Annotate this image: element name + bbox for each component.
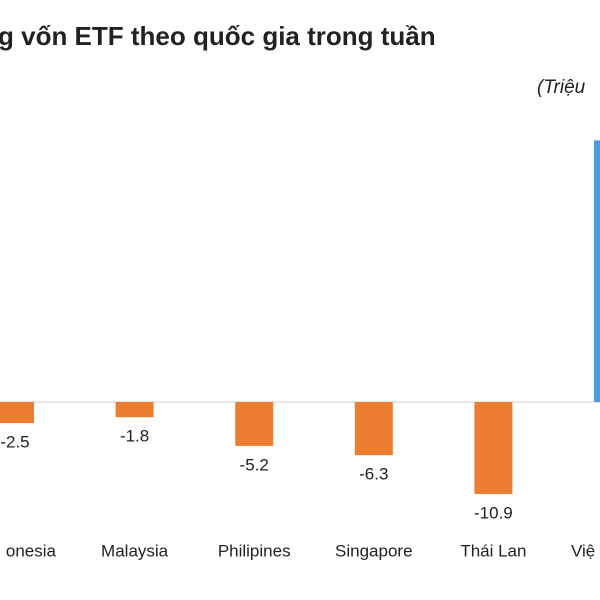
bar — [235, 402, 274, 446]
value-label: -2.5 — [0, 433, 29, 452]
bar — [594, 140, 600, 403]
unit-label: (Triệu — [537, 77, 586, 98]
chart-title: g vốn ETF theo quốc gia trong tuần — [0, 21, 436, 51]
value-label: -5.2 — [240, 455, 269, 474]
x-tick-label: Philipines — [218, 541, 291, 560]
value-label: -10.9 — [474, 503, 513, 522]
x-tick-label: onesia — [6, 541, 57, 560]
bar — [354, 402, 393, 456]
value-label: -1.8 — [120, 427, 149, 446]
x-tick-label: Singapore — [335, 541, 413, 560]
value-label: -6.3 — [359, 465, 388, 484]
x-tick-label: Thái Lan — [460, 541, 526, 560]
bar — [115, 402, 154, 418]
x-tick-label: Malaysia — [101, 541, 169, 560]
bar — [474, 402, 513, 494]
x-tick-label: Việ — [571, 541, 595, 560]
bar — [0, 402, 34, 424]
